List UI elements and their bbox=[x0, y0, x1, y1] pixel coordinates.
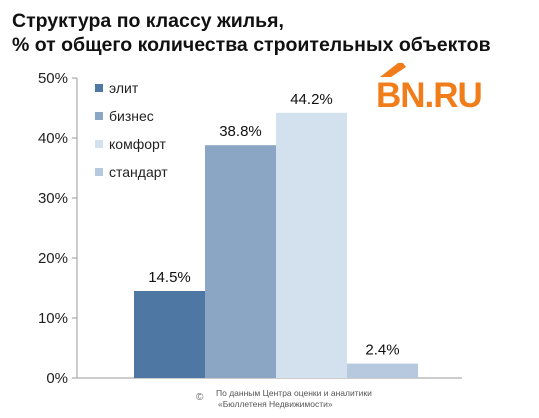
data-label: 44.2% bbox=[290, 91, 333, 108]
bar-4 bbox=[347, 363, 418, 378]
legend-label: стандарт bbox=[109, 164, 168, 180]
y-tick-label: 10% bbox=[38, 310, 68, 327]
copyright-icon: © bbox=[196, 392, 204, 403]
legend-swatch bbox=[95, 84, 103, 92]
legend-label: элит bbox=[109, 80, 139, 96]
y-tick-label: 20% bbox=[38, 250, 68, 267]
logo-roof-icon bbox=[380, 63, 406, 77]
legend-label: бизнес bbox=[109, 108, 154, 124]
legend-swatch bbox=[95, 112, 103, 120]
bars bbox=[134, 112, 418, 379]
y-tick-label: 50% bbox=[38, 70, 68, 87]
chart-title-line1: Структура по классу жилья, bbox=[12, 10, 284, 32]
legend-swatch bbox=[95, 168, 103, 176]
data-label: 38.8% bbox=[219, 123, 262, 140]
y-tick-label: 40% bbox=[38, 130, 68, 147]
source-line2: «Бюллетеня Недвижимости» bbox=[218, 399, 333, 409]
data-labels: 14.5% 38.8% 44.2% 2.4% bbox=[148, 91, 399, 359]
chart-title: Структура по классу жилья, % от общего к… bbox=[12, 9, 491, 57]
source-line1: По данным Центра оценки и аналитики bbox=[216, 388, 372, 398]
chart-title-line2: % от общего количества строительных объе… bbox=[12, 34, 491, 56]
y-tick-label: 30% bbox=[38, 190, 68, 207]
legend: элит бизнес комфорт стандарт bbox=[95, 80, 168, 180]
bar-2 bbox=[205, 145, 276, 378]
data-label: 14.5% bbox=[148, 269, 191, 286]
bar-3 bbox=[276, 112, 347, 379]
bar-1 bbox=[134, 291, 205, 378]
legend-swatch bbox=[95, 140, 103, 148]
bn-ru-logo: BN.RU bbox=[376, 60, 486, 116]
data-label: 2.4% bbox=[365, 342, 399, 359]
y-tick-label: 0% bbox=[46, 370, 68, 387]
logo-text: BN.RU bbox=[376, 76, 483, 115]
legend-label: комфорт bbox=[109, 136, 166, 152]
